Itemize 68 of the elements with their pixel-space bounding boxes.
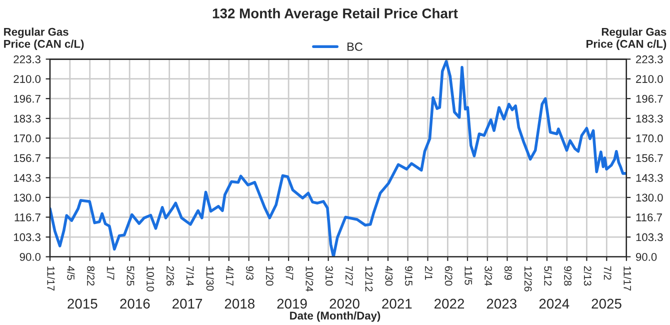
y-tick-label: 143.3 — [14, 174, 40, 182]
y2-tick-label: 223.3 — [636, 55, 663, 64]
y-tick-label: 210.0 — [14, 75, 41, 83]
y2-tick-label: 143.3 — [636, 174, 663, 182]
y2-tick-label: 170.0 — [636, 134, 663, 142]
legend-label: BC — [348, 42, 362, 51]
y-tick-label: 156.7 — [14, 154, 40, 162]
x2-tick-label: 2023 — [486, 298, 516, 309]
x-tick-label: 8/9 — [504, 266, 512, 280]
x2-tick-label: 2021 — [382, 298, 412, 309]
x-tick-label: 11/17 — [47, 266, 55, 291]
x-tick-label: 10/10 — [146, 266, 154, 292]
x-tick-label: 4/17 — [226, 266, 234, 286]
y-tick-label: 170.0 — [14, 134, 41, 142]
x-tick-label: 8/22 — [87, 266, 95, 286]
x-axis-title: Date (Month/Day) — [290, 311, 380, 322]
x-tick-label: 12/12 — [365, 266, 373, 292]
x-tick-label: 4/30 — [385, 266, 393, 286]
y2-tick-label: 116.7 — [636, 213, 662, 222]
x-tick-label: 9/3 — [246, 266, 254, 280]
y-axis-title: Regular Gas Price (CAN c/L) — [4, 28, 84, 50]
x-tick-label: 1/20 — [266, 266, 274, 286]
y-tick-label: 103.3 — [14, 233, 40, 242]
y2-tick-label: 210.0 — [636, 75, 663, 83]
x2-tick-label: 2024 — [539, 298, 570, 309]
x2-tick-label: 2022 — [434, 298, 464, 309]
x-tick-label: 2/26 — [166, 266, 174, 286]
x-tick-label: 7/2 — [604, 266, 612, 280]
y-tick-label: 90.0 — [20, 253, 41, 261]
x2-tick-label: 2016 — [120, 298, 150, 309]
y2-axis-title: Regular Gas Price (CAN c/L) — [586, 28, 666, 50]
x-tick-label: 2/1 — [424, 266, 433, 280]
x2-tick-label: 2020 — [330, 298, 360, 309]
x2-tick-label: 2019 — [277, 298, 307, 309]
x-tick-label: 7/14 — [186, 266, 194, 286]
x-tick-label: 6/20 — [444, 266, 453, 286]
x-tick-label: 12/26 — [524, 266, 532, 292]
y-tick-label: 223.3 — [14, 55, 40, 64]
x-tick-label: 3/24 — [484, 266, 492, 286]
chart-title: 132 Month Average Retail Price Chart — [212, 8, 458, 22]
y2-tick-label: 183.3 — [636, 114, 663, 123]
x-tick-label: 5/12 — [544, 266, 552, 286]
x-tick-label: 1/7 — [106, 266, 115, 280]
x-tick-label: 11/17 — [624, 266, 632, 291]
y2-tick-label: 130.0 — [636, 194, 663, 202]
x-tick-label: 5/25 — [126, 266, 134, 286]
x-tick-label: 7/27 — [345, 266, 354, 286]
x-tick-label: 9/28 — [564, 266, 572, 286]
x2-tick-label: 2017 — [172, 298, 202, 309]
x-tick-label: 3/10 — [326, 266, 334, 286]
x-tick-label: 6/7 — [286, 266, 294, 280]
y2-tick-label: 196.7 — [636, 94, 663, 103]
y2-tick-label: 90.0 — [636, 253, 657, 261]
y-tick-label: 130.0 — [14, 194, 41, 202]
x-tick-label: 9/15 — [405, 266, 413, 286]
x-tick-label: 2/13 — [584, 266, 592, 286]
x-tick-label: 11/5 — [464, 266, 472, 285]
x2-tick-label: 2015 — [68, 298, 98, 309]
y2-tick-label: 156.7 — [636, 154, 663, 162]
y2-tick-label: 103.3 — [636, 233, 663, 242]
x2-tick-label: 2018 — [224, 298, 254, 309]
y-tick-label: 116.7 — [14, 213, 40, 222]
y-tick-label: 196.7 — [14, 94, 40, 103]
x2-tick-label: 2025 — [592, 298, 622, 309]
x-tick-label: 4/5 — [67, 266, 75, 280]
x-tick-label: 10/24 — [306, 266, 314, 292]
y-tick-label: 183.3 — [14, 114, 40, 123]
x-tick-label: 11/30 — [206, 266, 214, 291]
